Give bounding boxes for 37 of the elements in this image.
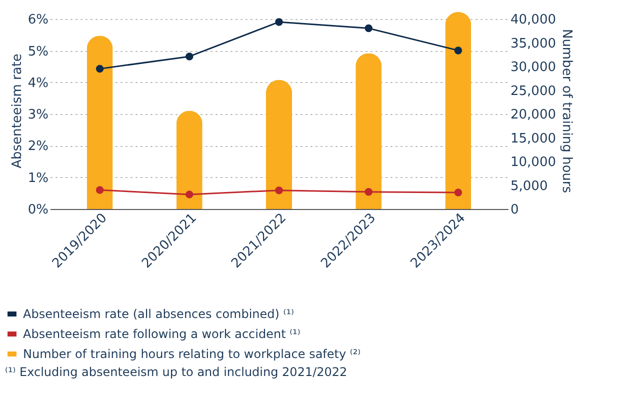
bar	[356, 53, 382, 209]
legend-label: Absenteeism rate following a work accident ⁽¹⁾	[23, 327, 300, 341]
y2-tick-label: 40,000	[510, 12, 556, 28]
point	[364, 24, 372, 32]
point	[364, 188, 372, 196]
y-tick-label: 4%	[28, 76, 48, 91]
y2-tick-label: 20,000	[510, 108, 556, 123]
point	[275, 18, 283, 26]
y-tick-label: 3%	[28, 108, 48, 123]
text: ⁽¹⁾ Excluding absenteeism up to and including 2021/2022	[5, 365, 348, 379]
point	[186, 190, 194, 198]
y-tick-label: 2%	[28, 139, 48, 154]
point	[454, 188, 462, 196]
point	[96, 186, 104, 194]
y2-axis-title: Number of training hours	[558, 28, 574, 194]
y2-tick-label: 5,000	[510, 178, 548, 194]
point	[454, 46, 462, 54]
bar	[176, 110, 202, 209]
y-tick-label: 5%	[28, 44, 48, 60]
y2-tick-label: 0	[510, 202, 519, 218]
y-axis-title: Absenteeism rate	[10, 54, 25, 168]
y2-tick-label: 10,000	[510, 155, 556, 170]
y-tick-label: 1%	[28, 170, 48, 186]
y-tick-label: 6%	[28, 12, 48, 28]
bar	[86, 36, 113, 209]
y-tick-label: 0%	[28, 202, 48, 218]
y2-tick-label: 30,000	[510, 60, 556, 76]
bar	[266, 80, 292, 209]
y2-tick-label: 25,000	[510, 84, 556, 99]
point	[275, 186, 283, 194]
y2-tick-label: 35,000	[510, 36, 556, 52]
legend-label: Absenteeism rate (all absences combined) ⁽¹⁾	[23, 307, 294, 321]
point	[96, 64, 104, 73]
point	[186, 52, 194, 60]
legend-label: Number of training hours relating to workplace safety ⁽²⁾	[23, 347, 361, 361]
y2-tick-label: 15,000	[510, 131, 556, 146]
bar	[445, 12, 472, 209]
